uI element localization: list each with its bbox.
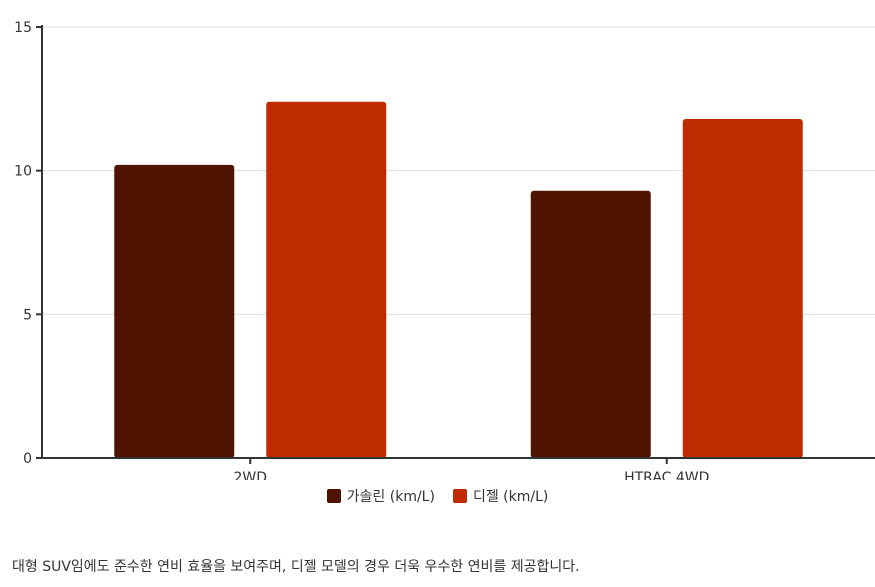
- x-axis-ticks: 2WD HTRAC 4WD: [233, 458, 709, 480]
- x-tick-label: 2WD: [233, 470, 267, 480]
- bar: [530, 190, 651, 458]
- legend-item-diesel[interactable]: 디젤 (km/L): [452, 486, 549, 506]
- y-tick-label: 15: [14, 20, 32, 36]
- bar: [682, 118, 803, 459]
- x-tick-label: HTRAC 4WD: [624, 470, 709, 480]
- legend-swatch-diesel: [452, 489, 467, 503]
- legend-swatch-gasoline: [326, 489, 341, 503]
- axes: [36, 25, 875, 459]
- y-tick-label: 5: [23, 307, 32, 323]
- bars: [114, 101, 803, 459]
- chart-caption: 대형 SUV임에도 준수한 연비 효율을 보여주며, 디젤 모델의 경우 더욱 …: [12, 559, 580, 575]
- legend-item-gasoline[interactable]: 가솔린 (km/L): [326, 486, 435, 506]
- bar: [114, 164, 235, 459]
- legend-label-gasoline: 가솔린 (km/L): [346, 489, 435, 505]
- legend: 가솔린 (km/L) 디젤 (km/L): [0, 486, 875, 506]
- bar: [266, 101, 387, 458]
- legend-label-diesel: 디젤 (km/L): [472, 489, 549, 505]
- y-tick-label: 10: [14, 164, 32, 180]
- y-tick-label: 0: [23, 451, 32, 467]
- y-axis-ticks: 0 5 10 15: [14, 20, 42, 467]
- bar-chart: 0 5 10 15 2WD HTRAC 4WD: [14, 20, 875, 480]
